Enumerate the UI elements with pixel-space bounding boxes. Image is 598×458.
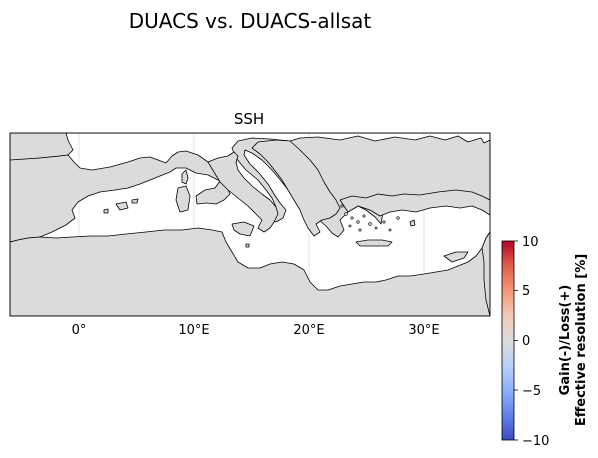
- colorbar-gradient: [501, 240, 515, 441]
- island: [340, 204, 344, 208]
- aegean-islands: [340, 204, 400, 232]
- island: [356, 220, 360, 224]
- rhodes: [409, 219, 416, 227]
- island: [358, 228, 362, 232]
- colorbar-label: Gain(-)/Loss(+) Effective resolution [%]: [558, 254, 589, 426]
- island: [368, 222, 372, 226]
- balearic-minorca: [131, 198, 139, 204]
- colorbar-label-line2: Effective resolution [%]: [574, 254, 589, 426]
- map-frame: [9, 132, 491, 317]
- lon-tick-label: 10°E: [178, 323, 209, 338]
- map-panel: [9, 132, 491, 317]
- lon-tick-label: 30°E: [408, 323, 439, 338]
- colorbar-tick-label: 0: [522, 334, 530, 349]
- island: [388, 228, 392, 232]
- italy: [207, 151, 279, 233]
- colorbar-ticks: [514, 240, 518, 441]
- lon-tick-label: 0°: [72, 323, 87, 338]
- crete: [355, 239, 393, 247]
- island: [348, 224, 352, 228]
- north-africa: [10, 227, 490, 316]
- island: [382, 220, 386, 224]
- land-masses: [10, 133, 490, 316]
- anatolia: [339, 189, 490, 217]
- balearic-mallorca: [115, 201, 129, 211]
- sardinia: [175, 185, 191, 213]
- island: [350, 216, 354, 220]
- lon-tick-label: 20°E: [293, 323, 324, 338]
- cyprus: [443, 251, 469, 263]
- sicily: [231, 221, 255, 237]
- figure-title: DUACS vs. DUACS-allsat: [129, 9, 372, 33]
- colorbar-tick-label: 10: [522, 235, 539, 250]
- balearic-ibiza: [103, 208, 109, 214]
- island: [396, 216, 400, 220]
- corsica: [181, 169, 189, 185]
- colorbar: 10 5 0 −5 −10 Gain(-)/Loss(+) Effective …: [501, 235, 589, 449]
- colorbar-tick-label: −5: [522, 384, 541, 399]
- colorbar-tick-labels: 10 5 0 −5 −10: [522, 235, 549, 449]
- island: [344, 212, 348, 216]
- map-title: SSH: [234, 110, 264, 128]
- island: [362, 214, 366, 218]
- balkans-greece: [251, 139, 341, 237]
- colorbar-label-line1: Gain(-)/Loss(+): [558, 285, 573, 396]
- iberia-france: [10, 150, 227, 243]
- colorbar-tick-label: −10: [522, 434, 549, 449]
- island: [374, 226, 378, 230]
- malta: [245, 243, 250, 248]
- colorbar-tick-label: 5: [522, 284, 530, 299]
- levant: [481, 231, 490, 316]
- lon-tick-labels: 0° 10°E 20°E 30°E: [72, 323, 440, 338]
